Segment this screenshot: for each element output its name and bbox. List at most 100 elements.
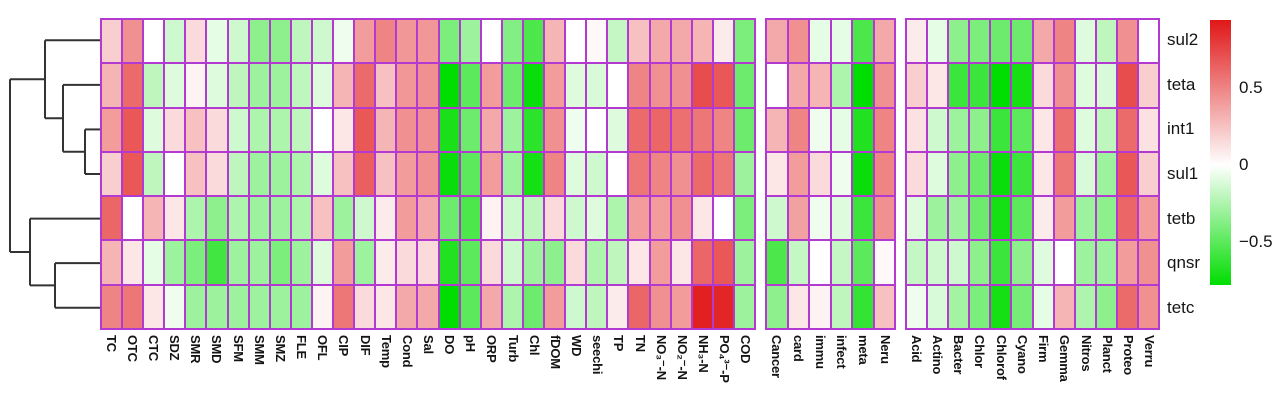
column-label: Cyano — [1014, 335, 1030, 374]
column-label: Planct — [1099, 335, 1115, 373]
heatmap-cell — [670, 240, 692, 285]
heatmap-cell — [1137, 151, 1159, 197]
heatmap-cell — [501, 19, 523, 64]
heatmap-cell — [164, 196, 186, 241]
heatmap-cell — [1074, 107, 1096, 152]
heatmap-cell — [375, 151, 397, 197]
row-label: int1 — [1167, 119, 1195, 139]
colorbar-tick-0: 0 — [1239, 155, 1249, 174]
heatmap-cell — [1053, 284, 1075, 329]
column-label: OTC — [124, 335, 140, 362]
heatmap-cell — [375, 63, 397, 108]
heatmap-cell — [906, 240, 928, 285]
heatmap-cell — [873, 240, 895, 285]
heatmap-cell — [396, 151, 418, 197]
column-label: TC — [103, 335, 119, 352]
column-label: infect — [834, 335, 850, 369]
heatmap-cell — [501, 240, 523, 285]
heatmap-cell — [227, 284, 249, 329]
heatmap-cell — [712, 196, 734, 241]
colorbar-gradient — [1210, 20, 1231, 285]
heatmap-cell — [522, 63, 545, 108]
heatmap-cell — [1095, 284, 1117, 329]
heatmap-cell — [143, 284, 165, 329]
row-label: tetb — [1167, 208, 1196, 228]
heatmap-cell — [544, 63, 566, 108]
column-label: fDOM — [547, 335, 563, 369]
heatmap-cell — [712, 240, 734, 285]
heatmap-cell — [1074, 240, 1096, 285]
heatmap-cell — [607, 151, 629, 197]
heatmap-cell — [1011, 284, 1033, 329]
heatmap-cell — [417, 63, 439, 108]
heatmap-cell — [927, 240, 949, 285]
heatmap-cell — [830, 151, 852, 197]
heatmap-cell — [927, 196, 949, 241]
heatmap-cell — [809, 19, 831, 64]
heatmap-cell — [290, 19, 312, 64]
heatmap-cell — [522, 19, 545, 64]
column-label: Chl — [526, 335, 542, 356]
heatmap-cell — [607, 196, 629, 241]
column-label: SMM — [251, 335, 267, 365]
heatmap-cell — [733, 151, 755, 197]
heatmap-cell — [354, 240, 376, 285]
heatmap-cell — [459, 151, 481, 197]
heatmap-cell — [927, 107, 949, 152]
heatmap-cell — [311, 63, 334, 108]
heatmap-cell — [607, 63, 629, 108]
heatmap-cell — [1074, 63, 1096, 108]
heatmap-cell — [787, 196, 809, 241]
heatmap-cell — [628, 19, 650, 64]
heatmap-cell — [766, 240, 788, 285]
heatmap-cell — [766, 284, 788, 329]
heatmap-cell — [544, 151, 566, 197]
column-label: NO₃⁻-N — [653, 335, 669, 380]
heatmap-cell — [733, 284, 755, 329]
heatmap-cell — [969, 107, 991, 152]
row-dendrogram — [9, 39, 100, 309]
column-label: Cond — [399, 335, 415, 368]
heatmap-cell — [906, 151, 928, 197]
heatmap-cell — [290, 107, 312, 152]
heatmap-cell — [990, 284, 1012, 329]
column-label: Bacter — [951, 335, 967, 375]
heatmap-cell — [948, 107, 970, 152]
heatmap-cell — [396, 284, 418, 329]
heatmap-cell — [670, 107, 692, 152]
heatmap-cell — [185, 196, 207, 241]
heatmap-cell — [480, 196, 502, 241]
heatmap-cell — [480, 151, 502, 197]
column-label: Neru — [878, 335, 894, 364]
heatmap-cell — [164, 107, 186, 152]
row-label: sul2 — [1167, 30, 1199, 50]
column-label: Sal — [421, 335, 436, 354]
heatmap-cell — [628, 151, 650, 197]
column-label: WD — [569, 335, 585, 357]
heatmap-cell — [333, 284, 355, 329]
heatmap-cell — [227, 196, 249, 241]
heatmap-cell — [101, 284, 123, 329]
heatmap-cell — [227, 240, 249, 285]
heatmap-cell — [354, 151, 376, 197]
column-label: Gemma — [1057, 335, 1073, 382]
heatmap-cell — [354, 63, 376, 108]
heatmap-cell — [333, 19, 355, 64]
heatmap-cell — [544, 284, 566, 329]
heatmap-cell — [1011, 151, 1033, 197]
heatmap-cell — [873, 107, 895, 152]
heatmap-cell — [459, 284, 481, 329]
heatmap-cell — [969, 63, 991, 108]
heatmap-cell — [670, 63, 692, 108]
column-label: Proteo — [1121, 335, 1137, 375]
heatmap-cell — [375, 240, 397, 285]
heatmap-cell — [1116, 107, 1138, 152]
heatmap-cell — [290, 63, 312, 108]
heatmap-cell — [809, 196, 831, 241]
heatmap-cell — [438, 19, 460, 64]
column-label: SMR — [188, 335, 204, 364]
heatmap-cell — [269, 196, 291, 241]
heatmap-cell — [290, 284, 312, 329]
heatmap-cell — [333, 107, 355, 152]
heatmap-cell — [375, 284, 397, 329]
